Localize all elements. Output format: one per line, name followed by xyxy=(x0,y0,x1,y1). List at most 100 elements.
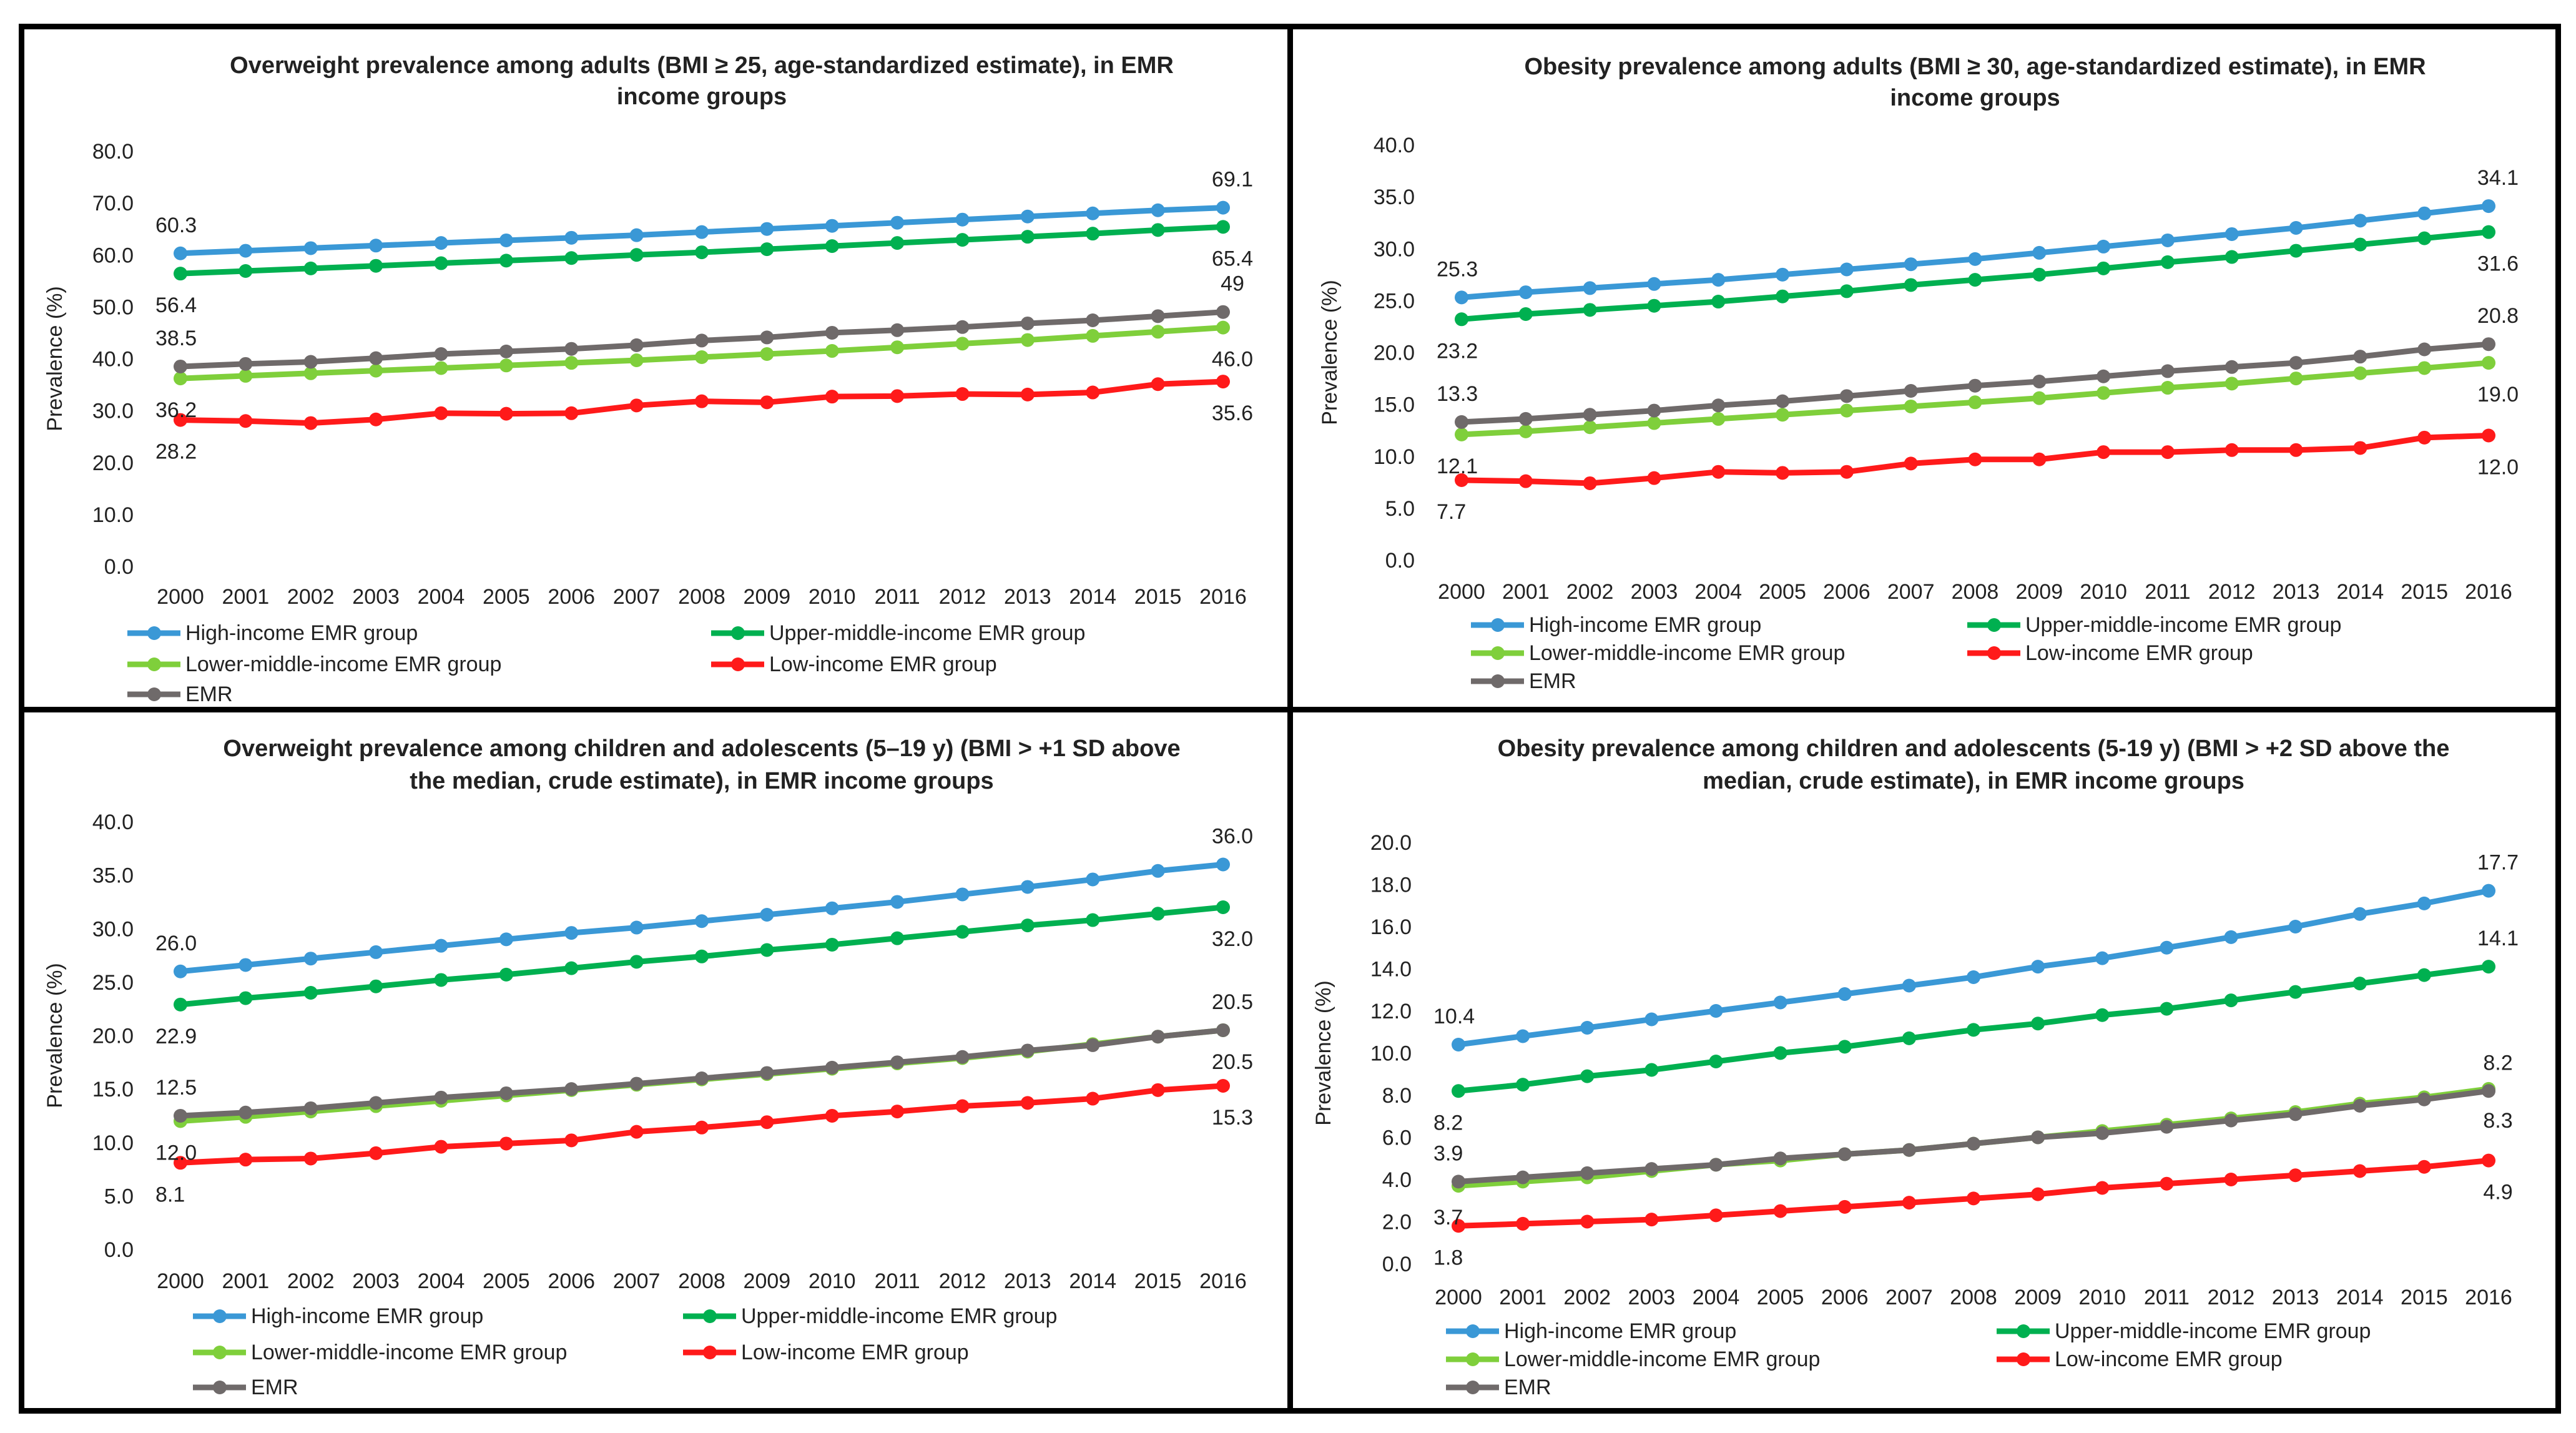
data-point xyxy=(434,236,448,250)
data-point xyxy=(890,931,905,945)
data-point xyxy=(1518,307,1533,321)
legend-swatch-marker xyxy=(213,1309,227,1323)
x-tick-label: 2007 xyxy=(613,1269,661,1293)
x-tick-label: 2003 xyxy=(352,585,400,609)
data-point xyxy=(2160,364,2175,378)
x-tick-label: 2003 xyxy=(352,1269,400,1293)
y-axis-label: Prevalence (%) xyxy=(43,286,67,431)
chart-title-line: income groups xyxy=(617,84,787,110)
x-tick-label: 2004 xyxy=(1693,1286,1740,1309)
data-point xyxy=(1020,1096,1035,1110)
y-tick-label: 10.0 xyxy=(1370,1042,1412,1066)
data-point xyxy=(1709,1208,1723,1223)
data-point xyxy=(434,973,448,987)
data-point xyxy=(1216,1023,1230,1037)
data-point xyxy=(1839,389,1854,403)
x-tick-label: 2013 xyxy=(1004,1269,1051,1293)
data-point xyxy=(2225,250,2239,264)
data-label: 65.4 xyxy=(1212,247,1253,270)
x-tick-label: 2003 xyxy=(1628,1286,1676,1309)
data-point xyxy=(1580,1021,1595,1035)
data-point xyxy=(1020,918,1035,933)
data-point xyxy=(369,351,383,365)
data-label: 3.7 xyxy=(1433,1206,1463,1229)
data-point xyxy=(1904,257,1918,272)
data-point xyxy=(760,242,774,257)
data-point xyxy=(2032,267,2047,282)
data-point xyxy=(1776,289,1790,303)
x-tick-label: 2014 xyxy=(1069,1269,1116,1293)
data-point xyxy=(1518,285,1533,300)
data-point xyxy=(1583,281,1597,295)
data-point xyxy=(369,1146,383,1160)
data-label: 8.1 xyxy=(155,1183,185,1206)
data-point xyxy=(1583,408,1597,422)
data-point xyxy=(434,347,448,362)
data-point xyxy=(1904,399,1918,413)
data-point xyxy=(629,955,644,969)
data-point xyxy=(174,359,187,373)
data-label: 12.0 xyxy=(2477,456,2519,480)
x-tick-label: 2011 xyxy=(2144,1286,2190,1309)
data-point xyxy=(564,961,579,975)
data-label: 36.2 xyxy=(155,398,197,422)
legend-entry: EMR xyxy=(1529,669,1576,693)
y-tick-label: 20.0 xyxy=(92,1025,134,1048)
x-tick-label: 2001 xyxy=(1502,580,1550,604)
data-point xyxy=(1216,375,1230,389)
chart-title-line: Obesity prevalence among adults (BMI ≥ 3… xyxy=(1524,54,2426,80)
data-label: 10.4 xyxy=(1433,1005,1475,1028)
data-point xyxy=(369,363,383,378)
data-point xyxy=(1020,209,1035,224)
y-tick-label: 2.0 xyxy=(1382,1211,1412,1234)
y-tick-label: 25.0 xyxy=(92,971,134,995)
data-label: 20.8 xyxy=(2477,304,2519,328)
data-point xyxy=(1452,1038,1465,1051)
data-point xyxy=(2288,1168,2303,1183)
data-point xyxy=(1455,415,1468,429)
data-point xyxy=(1967,1136,1980,1151)
y-axis-label: Prevalence (%) xyxy=(1312,980,1335,1125)
data-point xyxy=(955,320,970,334)
chart-panel-child-obesity: Obesity prevalence among children and ad… xyxy=(1287,707,2561,1414)
data-label: 1.8 xyxy=(1433,1246,1463,1269)
data-point xyxy=(629,228,644,242)
data-point xyxy=(2353,366,2367,380)
chart-panel-adult-overweight: Overweight prevalence among adults (BMI … xyxy=(19,24,1299,718)
data-point xyxy=(1580,1166,1595,1180)
data-point xyxy=(564,926,579,940)
legend-entry: Upper-middle-income EMR group xyxy=(769,621,1085,645)
legend-entry: High-income EMR group xyxy=(1529,613,1761,637)
data-point xyxy=(1902,1031,1916,1045)
data-point xyxy=(2482,428,2495,443)
y-tick-label: 25.0 xyxy=(1374,289,1415,313)
data-point xyxy=(2097,445,2111,460)
y-tick-label: 0.0 xyxy=(1382,1253,1412,1276)
data-point xyxy=(2289,244,2303,258)
legend-swatch-marker xyxy=(2017,1324,2030,1338)
x-tick-label: 2009 xyxy=(744,585,791,609)
data-point xyxy=(2160,1176,2174,1191)
data-point xyxy=(695,225,709,239)
y-tick-label: 5.0 xyxy=(104,1184,134,1208)
data-point xyxy=(1776,394,1790,408)
legend-entry: Low-income EMR group xyxy=(2055,1347,2283,1371)
x-tick-label: 2012 xyxy=(2208,580,2256,604)
data-point xyxy=(2482,1153,2495,1168)
data-point xyxy=(825,901,839,915)
chart-svg-adult-overweight: Overweight prevalence among adults (BMI … xyxy=(43,52,1253,706)
data-point xyxy=(1516,1170,1530,1184)
data-point xyxy=(2352,1164,2367,1178)
data-point xyxy=(825,219,839,233)
data-point xyxy=(238,368,253,383)
x-tick-label: 2016 xyxy=(2465,1286,2512,1309)
data-label: 35.6 xyxy=(1212,401,1253,425)
data-point xyxy=(1583,476,1597,490)
data-point xyxy=(1967,1191,1980,1206)
data-point xyxy=(1967,1023,1980,1037)
data-point xyxy=(1904,278,1918,292)
data-point xyxy=(1086,1091,1100,1106)
data-point xyxy=(695,350,709,365)
data-point xyxy=(2417,342,2432,357)
data-point xyxy=(629,920,644,935)
